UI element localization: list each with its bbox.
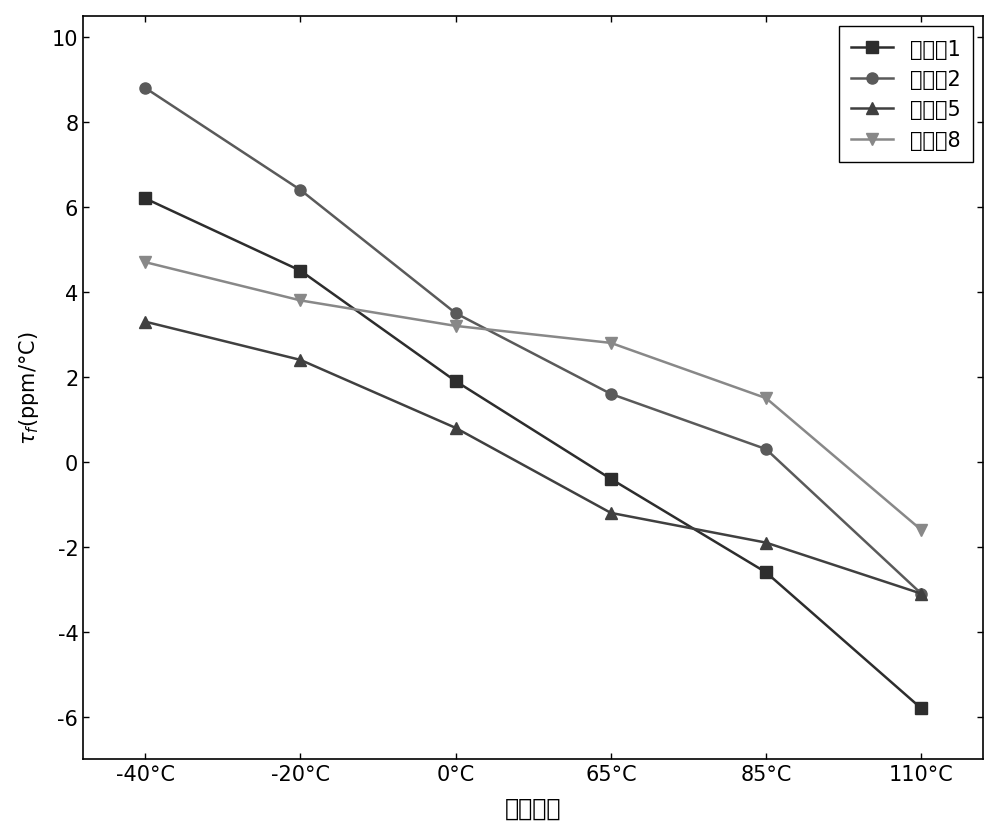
对照夁1: [294, 267, 306, 277]
对照夁1: [605, 474, 617, 484]
实施夷5: [139, 317, 151, 327]
Line: 对照夁1: 对照夁1: [140, 194, 927, 714]
X-axis label: 测试温度: 测试温度: [505, 795, 561, 819]
实施夷5: [760, 538, 772, 548]
对照夁2: [760, 445, 772, 455]
对照夁2: [450, 308, 462, 319]
对照夁2: [915, 589, 927, 599]
实施夷8: [139, 257, 151, 268]
实施夷8: [760, 394, 772, 404]
实施夷5: [915, 589, 927, 599]
对照夁1: [139, 194, 151, 204]
对照夁2: [605, 390, 617, 400]
对照夁2: [139, 84, 151, 94]
Line: 实施夷5: 实施夷5: [140, 317, 927, 599]
Y-axis label: $\tau_f$(ppm/°C): $\tau_f$(ppm/°C): [17, 331, 41, 445]
实施夷8: [450, 322, 462, 332]
Line: 对照夁2: 对照夁2: [140, 84, 927, 599]
实施夷5: [450, 423, 462, 433]
实施夷8: [915, 525, 927, 535]
对照夁1: [915, 704, 927, 714]
Line: 实施夷8: 实施夷8: [140, 257, 927, 536]
Legend: 对照夁1, 对照夁2, 实施夷5, 实施夷8: 对照夁1, 对照夁2, 实施夷5, 实施夷8: [839, 27, 973, 163]
实施夷5: [605, 508, 617, 518]
对照夁2: [294, 186, 306, 196]
实施夷5: [294, 355, 306, 365]
实施夷8: [294, 296, 306, 306]
对照夁1: [760, 568, 772, 578]
实施夷8: [605, 339, 617, 349]
对照夁1: [450, 377, 462, 387]
